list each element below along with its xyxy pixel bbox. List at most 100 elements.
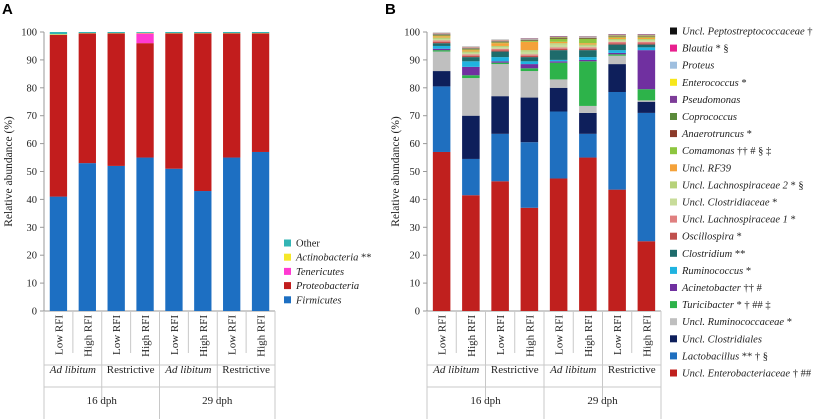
panel-a-legend-label-other: Other (296, 239, 320, 250)
panel-b-y-tick-label: 80 (410, 83, 421, 94)
panel-b-bar-anaerotruncus-4 (520, 40, 539, 41)
panel-a-bar-other-6 (194, 32, 212, 34)
panel-b-bar-clostridium-3 (491, 51, 509, 58)
panel-b-bar-uncl-lachnospiraceae-2-8 (637, 38, 656, 41)
panel-b-legend-label-uncl-peptostreptococcaceae: Uncl. Peptostreptococcaceae † (682, 27, 813, 38)
panel-b-bar-ruminococcus-4 (520, 61, 539, 65)
panel-b-bar-coprococcus-7 (608, 35, 626, 37)
panel-b-legend-label-uncl-rf39: Uncl. RF39 (682, 163, 732, 174)
panel-b-bar-uncl-clostridiaceae-7 (608, 40, 626, 42)
panel-b-category-label: Low RFI (437, 315, 449, 355)
panel-b-legend-label-pseudomonas: Pseudomonas (681, 95, 740, 106)
panel-a-bar-proteobacteria-5 (165, 33, 183, 169)
panel-b-bar-uncl-clostridiales-4 (520, 97, 539, 143)
panel-b-bar-comamonas-3 (491, 42, 509, 44)
panel-b-chart: 0 10 20 30 40 50 60 70 80 90 100 Relative abundance… (390, 27, 813, 419)
panel-b-bar-anaerotruncus-6 (579, 38, 597, 39)
panel-b-bar-uncl-rf39-3 (491, 43, 509, 46)
panel-a-bar-other-5 (165, 32, 183, 34)
panel-a-diet-label: Restrictive (107, 364, 155, 376)
panel-b-bar-uncl-lachnospiraceae-1-7 (608, 41, 626, 44)
panel-b-bar-comamonas-1 (432, 35, 451, 37)
panel-a-y-tick-label: 10 (27, 279, 38, 290)
panel-a-bar-other-2 (78, 32, 96, 34)
panel-a-bar-firmicutes-4 (136, 157, 154, 311)
panel-b-bar-coprococcus-6 (579, 37, 597, 39)
panel-b-diet-label: Ad libitum (549, 364, 596, 376)
panel-b-bar-ruminococcus-2 (462, 61, 480, 67)
panel-a-category-label: High RFI (256, 315, 268, 357)
panel-b-bar-coprococcus-3 (491, 41, 509, 42)
panel-b-bar-lactobacillus-3 (491, 133, 509, 182)
panel-b-y-tick-label: 40 (410, 195, 421, 206)
panel-b-legend-swatch-clostridium (670, 249, 677, 257)
panel-b-bar-uncl-ruminococcaceae-2 (462, 78, 480, 116)
panel-b-bar-ruminococcus-7 (608, 50, 626, 53)
panel-b-legend-swatch-uncl-rf39 (670, 164, 677, 172)
panel-b-bar-anaerotruncus-8 (637, 36, 656, 37)
panel-b-legend-swatch-oscillospira (670, 232, 677, 240)
panel-b-legend-label-uncl-clostridiales: Uncl. Clostridiales (682, 334, 762, 345)
panel-b-legend-label-clostridium: Clostridium ** (682, 249, 745, 260)
panel-b-bar-acinetobacter-1 (432, 48, 451, 51)
panel-b-bar-uncl-enterobacteriaceae-4 (520, 207, 539, 311)
panel-b-legend-label-uncl-ruminococcaceae: Uncl. Ruminococcaceae * (682, 317, 792, 328)
panel-b-legend-swatch-blautia (670, 44, 677, 52)
panel-b-y-tick-label: 30 (410, 223, 421, 234)
panel-b-bar-uncl-ruminococcaceae-1 (432, 51, 451, 72)
panel-b-bar-oscillospira-7 (608, 43, 626, 45)
panel-b-bar-uncl-rf39-7 (608, 37, 626, 39)
panel-b-legend-swatch-uncl-clostridiaceae (670, 198, 677, 206)
panel-b-bar-uncl-lachnospiraceae-2-5 (549, 43, 568, 45)
panel-a-y-axis-label: Relative abundance (%) (3, 116, 15, 227)
panel-b-bar-turicibacter-2 (462, 75, 480, 79)
panel-b-bar-uncl-ruminococcaceae-3 (491, 64, 509, 97)
panel-b-bar-uncl-clostridiales-5 (549, 87, 568, 112)
panel-b-y-tick-label: 70 (410, 111, 421, 122)
panel-b-bar-uncl-lachnospiraceae-1-8 (637, 41, 656, 44)
panel-b-y-tick-label: 50 (410, 167, 421, 178)
panel-b-bar-uncl-lachnospiraceae-2-4 (520, 50, 539, 52)
panel-b-bar-uncl-lachnospiraceae-2-7 (608, 38, 626, 41)
panel-b-legend-label-blautia: Blautia * § (682, 44, 729, 55)
panel-b-bar-oscillospira-2 (462, 55, 480, 58)
panel-b-bar-uncl-rf39-6 (579, 43, 597, 45)
panel-a-bar-actinobacteria-1 (49, 34, 68, 35)
panel-a-y-tick-label: 70 (27, 111, 38, 122)
panel-b-bar-clostridium-4 (520, 57, 539, 62)
panel-b-legend-label-acinetobacter: Acinetobacter †† # (681, 283, 763, 294)
panel-b-bar-anaerotruncus-3 (491, 41, 509, 43)
panel-b-bar-oscillospira-8 (637, 43, 656, 45)
panel-b-bar-uncl-clostridiaceae-4 (520, 51, 539, 55)
panel-b-category-label: Low RFI (554, 315, 566, 355)
panel-b-bar-anaerotruncus-5 (549, 38, 568, 39)
panel-a-diet-label: Restrictive (222, 364, 270, 376)
panel-a-legend-label-firmicutes: Firmicutes (295, 295, 342, 306)
panel-b-legend-label-uncl-lachnospiraceae-1: Uncl. Lachnospiraceae 1 * (682, 215, 796, 226)
panel-b-legend-swatch-coprococcus (670, 113, 677, 120)
panel-b-bar-uncl-lachnospiraceae-1-1 (432, 40, 451, 42)
panel-a-age-label: 29 dph (202, 395, 233, 407)
panel-a-legend-label-actinobacteria: Actinobacteria ** (295, 253, 372, 264)
panel-a-letter: A (2, 1, 13, 18)
panel-b-bar-uncl-rf39-2 (462, 50, 480, 52)
panel-b-legend-swatch-uncl-enterobacteriaceae (670, 369, 677, 377)
panel-b-bar-acinetobacter-6 (579, 59, 597, 62)
panel-a-y-tick-label: 40 (27, 195, 38, 206)
panel-a-diet-label: Ad libitum (164, 364, 211, 376)
panel-b-y-tick-label: 90 (410, 55, 421, 66)
panel-a-bar-actinobacteria-4 (136, 32, 154, 34)
panel-b-legend-label-oscillospira: Oscillospira * (682, 232, 742, 243)
panel-a-y-tick-label: 50 (27, 167, 38, 178)
panel-b-bar-uncl-lachnospiraceae-2-1 (432, 37, 451, 39)
panel-b-bar-coprococcus-4 (520, 39, 539, 41)
panel-b-legend-swatch-proteus (670, 61, 677, 69)
panel-b-bar-clostridium-1 (432, 43, 451, 46)
panel-a-y-tick-label: 60 (27, 139, 38, 150)
panel-b-bar-uncl-lachnospiraceae-1-4 (520, 54, 539, 56)
panel-a-bar-tenericutes-4 (136, 33, 154, 44)
panel-b-bar-uncl-ruminococcaceae-5 (549, 79, 568, 88)
panel-b-bar-uncl-lachnospiraceae-1-6 (579, 47, 597, 49)
panel-a-category-label: High RFI (198, 315, 210, 357)
